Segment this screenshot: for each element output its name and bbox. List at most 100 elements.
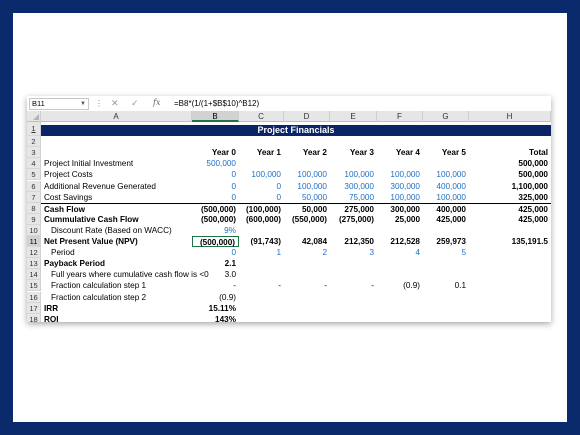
year-header-1[interactable]: Year 0	[211, 148, 236, 158]
cell-e10[interactable]	[330, 225, 377, 236]
row-header-16[interactable]: 16	[27, 291, 41, 303]
cell-b18[interactable]: 143%	[215, 314, 236, 322]
cell-h4[interactable]: 500,000	[518, 159, 548, 169]
cell-g7[interactable]: 100,000	[436, 192, 466, 202]
row-label[interactable]: Full years where cumulative cash flow is…	[51, 270, 209, 280]
column-header-a[interactable]: A	[41, 111, 192, 122]
row-header-4[interactable]: 4	[27, 158, 41, 170]
cell-c13[interactable]	[239, 258, 284, 269]
cell-h14[interactable]	[469, 269, 551, 280]
row-header-17[interactable]: 17	[27, 302, 41, 314]
cell-e4[interactable]	[330, 158, 377, 169]
cell-f4[interactable]	[377, 158, 423, 169]
year-header-3[interactable]: Year 2	[302, 148, 327, 158]
cell-b13[interactable]: 2.1	[224, 259, 236, 269]
row-header-7[interactable]: 7	[27, 191, 41, 203]
cell-h6[interactable]: 1,100,000	[511, 181, 548, 191]
row-header-1[interactable]: 1	[27, 122, 41, 137]
cell-e8[interactable]: 275,000	[330, 202, 377, 214]
row-header-5[interactable]: 5	[27, 169, 41, 181]
cell-e9[interactable]: (275,000)	[338, 214, 374, 224]
cell-g9[interactable]: 425,000	[436, 214, 466, 224]
cell-f9[interactable]: 25,000	[394, 214, 420, 224]
cell-c17[interactable]	[239, 303, 284, 314]
cell-b12[interactable]: 0	[231, 248, 236, 258]
cell-d5[interactable]: 100,000	[297, 170, 327, 180]
year-header-4[interactable]: Year 3	[349, 148, 374, 158]
row-header-14[interactable]: 14	[27, 269, 41, 281]
row-label[interactable]: Cash Flow	[41, 202, 192, 214]
cell-d6[interactable]: 100,000	[297, 181, 327, 191]
row-header-6[interactable]: 6	[27, 180, 41, 192]
row-label[interactable]: Discount Rate (Based on WACC)	[51, 225, 172, 235]
cell-d17[interactable]	[284, 303, 330, 314]
row-header-9[interactable]: 9	[27, 213, 41, 225]
cell-f15[interactable]: (0.9)	[403, 281, 420, 291]
cell-d7[interactable]: 50,000	[301, 192, 327, 202]
row-header-3[interactable]: 3	[27, 147, 41, 159]
cell-g10[interactable]	[423, 225, 469, 236]
cell-d11[interactable]: 42,084	[301, 237, 327, 246]
cell-d16[interactable]	[284, 292, 330, 303]
cell-f7[interactable]: 100,000	[390, 192, 420, 202]
select-all-corner[interactable]	[27, 111, 41, 122]
cell-b16[interactable]: (0.9)	[219, 292, 236, 302]
cell-h17[interactable]	[469, 303, 551, 314]
cell-b17[interactable]: 15.11%	[208, 303, 236, 313]
row-label[interactable]: Cost Savings	[44, 192, 93, 202]
chevron-down-icon[interactable]: ▼	[80, 101, 86, 107]
cell-g8[interactable]: 400,000	[423, 202, 469, 214]
cell-d4[interactable]	[284, 158, 330, 169]
cell-g14[interactable]	[423, 269, 469, 280]
cell-c14[interactable]	[239, 269, 284, 280]
name-box[interactable]: B11 ▼	[29, 98, 89, 110]
row-header-8[interactable]: 8	[27, 202, 41, 214]
cell-c9[interactable]: (600,000)	[245, 214, 281, 224]
cell-f5[interactable]: 100,000	[390, 170, 420, 180]
cell-h5[interactable]: 500,000	[518, 170, 548, 180]
cell-d9[interactable]: (550,000)	[291, 214, 327, 224]
column-header-f[interactable]: F	[377, 111, 423, 122]
cell-h10[interactable]	[469, 225, 551, 236]
cell-g17[interactable]	[423, 303, 469, 314]
cell-h11[interactable]: 135,191.5	[511, 237, 548, 246]
cell-d8[interactable]: 50,000	[284, 202, 330, 214]
cell-d13[interactable]	[284, 258, 330, 269]
formula-input[interactable]: =B8*(1/(1+$B$10)^B12)	[174, 99, 260, 108]
row-label[interactable]: Fraction calculation step 1	[51, 281, 147, 291]
cell-g4[interactable]	[423, 158, 469, 169]
cell-b4[interactable]: 500,000	[206, 159, 236, 169]
year-header-5[interactable]: Year 4	[395, 148, 420, 158]
cell-f13[interactable]	[377, 258, 423, 269]
year-header-6[interactable]: Year 5	[441, 148, 466, 158]
cell-f11[interactable]: 212,528	[390, 237, 420, 246]
cell-h12[interactable]	[469, 247, 551, 258]
cell-d15[interactable]: -	[324, 281, 327, 291]
cell-d14[interactable]	[284, 269, 330, 280]
row-label[interactable]: Payback Period	[44, 259, 105, 269]
insert-function-icon[interactable]: fx	[153, 98, 161, 107]
cell-e7[interactable]: 75,000	[348, 192, 374, 202]
cell-b14[interactable]: 3.0	[224, 270, 236, 280]
cell-f8[interactable]: 300,000	[377, 202, 423, 214]
cell-h15[interactable]	[469, 280, 551, 291]
cell-b10[interactable]: 9%	[224, 225, 236, 235]
row-header-15[interactable]: 15	[27, 280, 41, 292]
cell-e12[interactable]: 3	[369, 248, 374, 258]
row-label[interactable]: Fraction calculation step 2	[51, 292, 147, 302]
cell-h13[interactable]	[469, 258, 551, 269]
cancel-icon[interactable]: ✕	[111, 98, 119, 108]
row-header-13[interactable]: 13	[27, 258, 41, 270]
row-label[interactable]: Net Present Value (NPV)	[44, 237, 138, 246]
cell-e5[interactable]: 100,000	[344, 170, 374, 180]
cell-f6[interactable]: 300,000	[390, 181, 420, 191]
cell-e6[interactable]: 300,000	[344, 181, 374, 191]
cell-g15[interactable]: 0.1	[454, 281, 466, 291]
cell-h9[interactable]: 425,000	[518, 214, 548, 224]
cell-d10[interactable]	[284, 225, 330, 236]
cell-f12[interactable]: 4	[415, 248, 420, 258]
cell-e15[interactable]: -	[371, 281, 374, 291]
cell-g5[interactable]: 100,000	[436, 170, 466, 180]
cell-g18[interactable]	[423, 314, 469, 322]
cell-h18[interactable]	[469, 314, 551, 322]
